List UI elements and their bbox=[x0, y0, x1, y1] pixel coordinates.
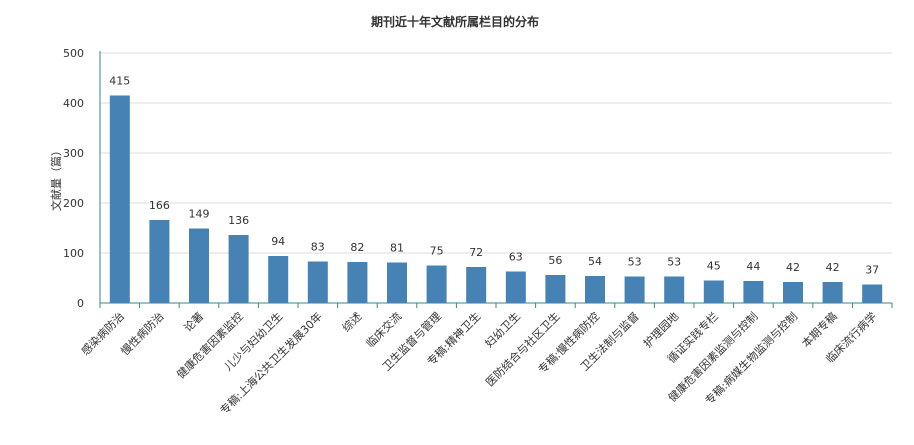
bar bbox=[149, 220, 170, 303]
bar bbox=[703, 280, 724, 303]
x-axis-ticks bbox=[99, 303, 893, 308]
category-label: 妇幼卫生 bbox=[482, 309, 523, 350]
bar bbox=[189, 228, 209, 303]
bar bbox=[743, 281, 764, 303]
category-label: 慢性病防治 bbox=[118, 309, 167, 358]
y-tick-label: 200 bbox=[63, 197, 84, 210]
bar bbox=[466, 267, 487, 303]
data-label: 37 bbox=[865, 264, 879, 277]
value-labels: 415 166 149 136 94 83 82 81 75 72 63 56 54 53 53 45 44 42… bbox=[109, 75, 879, 277]
category-label: 综述 bbox=[339, 309, 364, 334]
bar bbox=[268, 256, 289, 303]
data-label: 149 bbox=[189, 208, 210, 221]
data-label: 82 bbox=[350, 241, 364, 254]
bar bbox=[505, 271, 526, 303]
bar bbox=[387, 262, 407, 303]
bar bbox=[624, 276, 645, 303]
bar bbox=[426, 265, 447, 303]
data-label: 81 bbox=[390, 242, 404, 255]
bar bbox=[307, 261, 328, 303]
bar bbox=[664, 276, 685, 303]
category-label: 护理园地 bbox=[640, 309, 681, 350]
y-tick-label: 500 bbox=[63, 47, 84, 60]
bar bbox=[545, 275, 566, 303]
data-label: 45 bbox=[707, 260, 721, 273]
category-label: 健康危害因素监控 bbox=[174, 309, 246, 381]
category-label: 医防结合与社区卫生 bbox=[483, 309, 563, 389]
category-label: 临床交流 bbox=[363, 309, 404, 350]
bars bbox=[109, 95, 883, 303]
data-label: 56 bbox=[548, 254, 562, 267]
y-tick-label: 100 bbox=[63, 247, 84, 260]
data-label: 415 bbox=[109, 75, 130, 88]
bar bbox=[822, 282, 843, 303]
data-label: 44 bbox=[746, 260, 760, 273]
bar bbox=[347, 262, 368, 303]
y-axis-ticks: 0 100 200 300 400 500 bbox=[63, 47, 84, 310]
data-label: 53 bbox=[628, 256, 642, 269]
data-label: 94 bbox=[271, 235, 285, 248]
data-label: 63 bbox=[509, 251, 523, 264]
bar bbox=[228, 235, 249, 303]
bar bbox=[585, 276, 605, 303]
bar bbox=[862, 284, 883, 303]
data-label: 53 bbox=[667, 256, 681, 269]
bar bbox=[109, 95, 130, 303]
gridlines bbox=[100, 52, 892, 254]
bar bbox=[783, 282, 803, 303]
y-tick-label: 0 bbox=[77, 297, 84, 310]
data-label: 54 bbox=[588, 255, 602, 268]
data-label: 83 bbox=[311, 241, 325, 254]
data-label: 42 bbox=[826, 261, 840, 274]
y-tick-label: 400 bbox=[63, 97, 84, 110]
category-label: 本期专稿 bbox=[799, 309, 840, 350]
data-label: 42 bbox=[786, 261, 800, 274]
data-label: 136 bbox=[228, 214, 249, 227]
chart-title: 期刊近十年文献所属栏目的分布 bbox=[371, 14, 539, 29]
y-tick-label: 300 bbox=[63, 147, 84, 160]
data-label: 75 bbox=[430, 245, 444, 258]
category-label: 论著 bbox=[181, 309, 206, 334]
data-label: 72 bbox=[469, 246, 483, 259]
y-axis-title: 文献量（篇） bbox=[49, 145, 63, 211]
data-label: 166 bbox=[149, 199, 170, 212]
